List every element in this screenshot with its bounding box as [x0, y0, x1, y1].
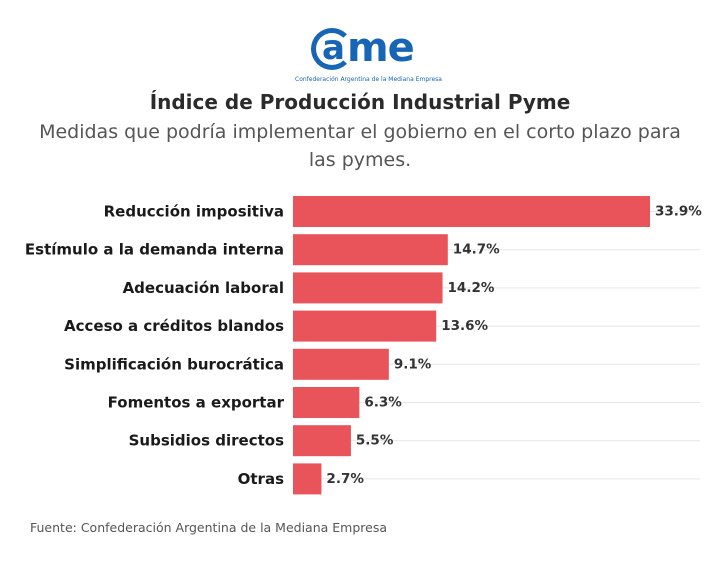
- value-label: 5.5%: [356, 433, 394, 449]
- bar: [293, 196, 650, 227]
- value-label: 14.7%: [453, 242, 500, 258]
- logo-ring-icon: [311, 28, 353, 70]
- category-label: Reducción impositiva: [104, 203, 284, 221]
- logo-tagline: Confederación Argentina de la Mediana Em…: [295, 76, 442, 83]
- logo-a-icon: a: [322, 28, 345, 68]
- value-label: 13.6%: [441, 318, 488, 334]
- category-label: Simplificación burocrática: [64, 355, 284, 373]
- value-label: 2.7%: [326, 471, 364, 487]
- chart-subtitle: Medidas que podría implementar el gobier…: [39, 121, 681, 171]
- bar: [293, 272, 443, 304]
- value-label: 9.1%: [394, 356, 432, 372]
- value-label: 14.2%: [448, 280, 495, 296]
- came-logo: me a Confederación Argentina de la Media…: [295, 25, 442, 88]
- category-label: Subsidios directos: [129, 432, 284, 450]
- bar: [293, 348, 389, 380]
- logo-word: me: [347, 25, 415, 71]
- category-label: Fomentos a exportar: [108, 394, 285, 412]
- chart-title: Índice de Producción Industrial Pyme: [149, 90, 571, 114]
- bar: [293, 387, 360, 418]
- value-label: 33.9%: [655, 204, 702, 220]
- bar: [293, 234, 448, 266]
- source-note: Fuente: Confederación Argentina de la Me…: [30, 520, 388, 535]
- bar: [293, 425, 351, 457]
- bar: [293, 310, 437, 342]
- category-label: Acceso a créditos blandos: [64, 317, 284, 335]
- category-label: Estímulo a la demanda interna: [25, 241, 284, 259]
- value-label: 6.3%: [364, 395, 402, 411]
- category-label: Otras: [238, 470, 284, 488]
- category-label: Adecuación laboral: [123, 279, 284, 297]
- bar: [293, 463, 322, 495]
